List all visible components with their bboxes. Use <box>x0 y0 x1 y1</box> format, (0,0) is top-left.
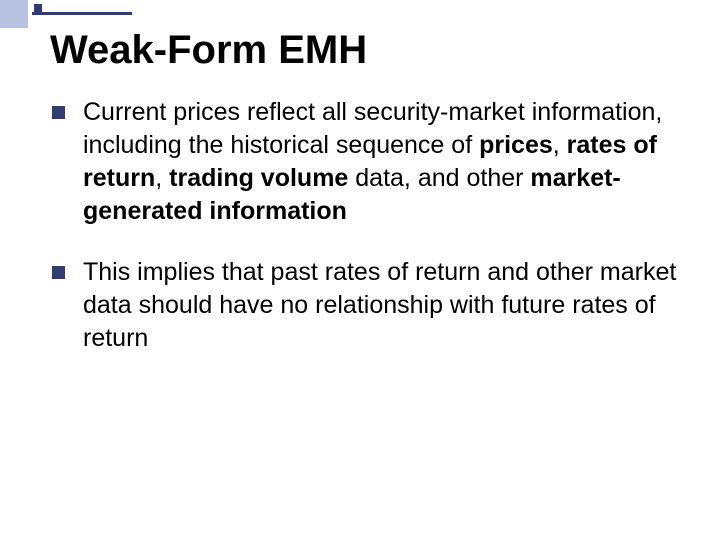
deco-big-square <box>0 0 28 28</box>
slide-body: Current prices reflect all security-mark… <box>52 96 680 383</box>
deco-line <box>32 12 132 15</box>
bullet-text: Current prices reflect all security-mark… <box>83 96 680 228</box>
deco-small-square <box>34 4 42 12</box>
slide-title: Weak-Form EMH <box>50 28 367 73</box>
bullet-text: This implies that past rates of return a… <box>83 256 680 355</box>
corner-decoration <box>0 0 135 28</box>
bullet-square-icon <box>52 106 65 119</box>
slide: Weak-Form EMH Current prices reflect all… <box>0 0 720 540</box>
bullet-item: This implies that past rates of return a… <box>52 256 680 355</box>
bullet-item: Current prices reflect all security-mark… <box>52 96 680 228</box>
bullet-square-icon <box>52 266 65 279</box>
